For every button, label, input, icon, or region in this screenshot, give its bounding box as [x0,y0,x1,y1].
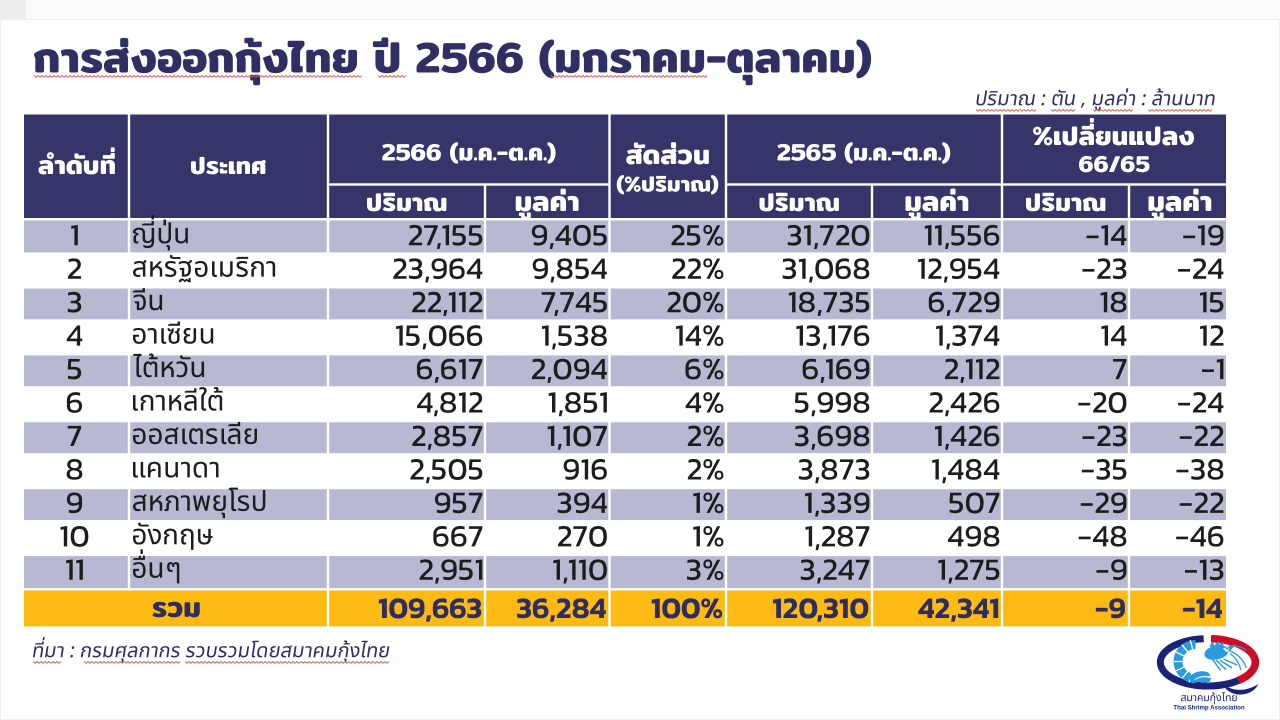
svg-text:Thai Shrimp Association: Thai Shrimp Association [1173,705,1244,712]
